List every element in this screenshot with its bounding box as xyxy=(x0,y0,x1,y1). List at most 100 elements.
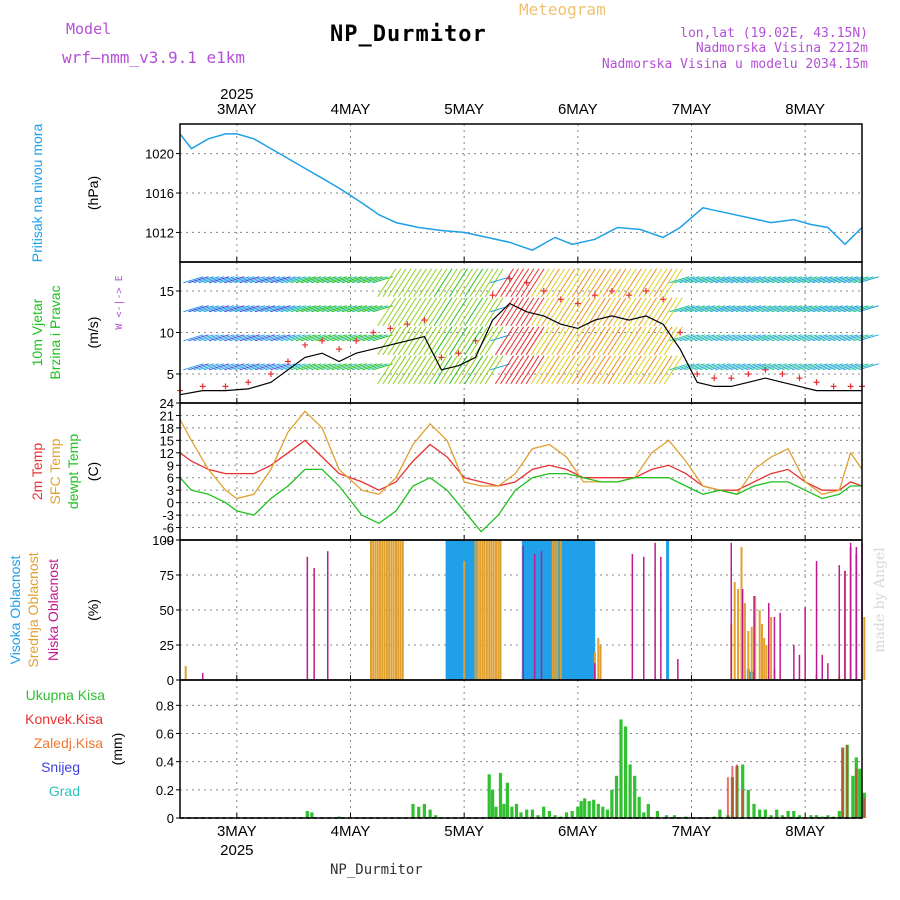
side-label: 10m Vjetar xyxy=(29,298,45,366)
wind-barb xyxy=(797,305,818,313)
wind-barb xyxy=(290,305,311,313)
mid-cloud-bar xyxy=(758,610,761,680)
wind-barb xyxy=(311,334,332,342)
wind-barb xyxy=(183,276,204,284)
wind-barb xyxy=(459,355,479,385)
wind-gust-marker xyxy=(643,288,650,295)
y-tick-label: 0 xyxy=(167,496,174,511)
wind-barb xyxy=(234,363,255,371)
wind-barb xyxy=(812,363,833,371)
y-tick-label: 0 xyxy=(167,673,174,688)
high-cloud-bar xyxy=(466,540,470,680)
wind-barb xyxy=(224,334,245,342)
bottom-year-label: 2025 xyxy=(220,842,253,859)
wind-barb xyxy=(423,268,443,298)
wind-barb xyxy=(832,334,854,342)
wind-gust-marker xyxy=(222,383,229,390)
wind-barb xyxy=(479,297,499,327)
wind-barb xyxy=(280,276,301,284)
y-tick-label: 9 xyxy=(167,458,174,473)
total-precip-bar xyxy=(310,812,314,818)
wind-barb xyxy=(336,363,358,371)
high-cloud-bar xyxy=(526,540,530,680)
wind-barb xyxy=(546,355,565,385)
wind-gust-marker xyxy=(404,321,411,328)
wind-barb xyxy=(638,297,658,327)
low-cloud-bar xyxy=(773,617,776,680)
high-cloud-bar xyxy=(583,540,587,680)
wind-barb xyxy=(627,268,647,298)
wind-barb xyxy=(627,355,647,385)
wind-barb xyxy=(633,355,652,385)
wind-barb xyxy=(484,326,504,356)
wind-barb xyxy=(392,326,412,356)
mid-cloud-bar xyxy=(597,638,600,680)
high-cloud-bar xyxy=(585,540,589,680)
conv-precip-bar xyxy=(863,798,866,818)
wind-barb xyxy=(607,326,627,356)
wind-barb xyxy=(275,363,296,371)
y-tick-label: 0.6 xyxy=(156,727,174,742)
wind-barb xyxy=(791,276,813,284)
wind-barb xyxy=(602,268,622,298)
wind-barb xyxy=(607,268,627,298)
high-cloud-bar xyxy=(447,540,451,680)
wind-barb xyxy=(781,276,803,284)
high-cloud-bar xyxy=(592,540,596,680)
total-precip-bar xyxy=(780,815,784,818)
wind-barb xyxy=(203,276,225,284)
wind-barb xyxy=(638,326,658,356)
wind-barb xyxy=(357,305,378,313)
wind-barb xyxy=(791,305,813,313)
wind-barb xyxy=(306,334,327,342)
wind-gust-marker xyxy=(540,288,547,295)
wind-barb xyxy=(669,334,690,342)
wind-barb xyxy=(817,334,838,342)
wind-barb xyxy=(566,297,586,327)
wind-barb xyxy=(224,276,245,284)
wind-barb xyxy=(428,355,448,385)
wind-barb xyxy=(822,334,843,342)
wind-barb xyxy=(239,276,260,284)
y-tick-label: 0.8 xyxy=(156,698,174,713)
wind-barb xyxy=(791,334,813,342)
wind-barb xyxy=(438,355,458,385)
wind-barb xyxy=(766,305,787,313)
wind-barb xyxy=(745,305,767,313)
wind-barb xyxy=(423,355,443,385)
wind-barb xyxy=(827,276,849,284)
wind-barb xyxy=(648,297,668,327)
wind-barb xyxy=(377,355,397,385)
wind-barb xyxy=(408,297,427,327)
wind-barb xyxy=(638,268,658,298)
wind-barb xyxy=(213,305,235,313)
precip-legend-label: Ukupna Kisa xyxy=(26,687,106,703)
y-tick-label: 100 xyxy=(152,533,174,548)
total-precip-bar xyxy=(428,809,432,818)
conv-precip-bar xyxy=(736,764,738,818)
total-precip-bar xyxy=(542,806,546,818)
wind-barb xyxy=(321,276,342,284)
wind-barb xyxy=(510,355,530,385)
total-precip-bar xyxy=(601,806,605,818)
high-cloud-bar xyxy=(454,540,458,680)
top-date-label: 3MAY xyxy=(217,101,257,118)
wind-barb xyxy=(761,276,782,284)
wind-barb xyxy=(203,334,225,342)
y-tick-label: 0.2 xyxy=(156,783,174,798)
wind-barb xyxy=(622,326,642,356)
wind-barb xyxy=(597,355,617,385)
y-tick-label: 10 xyxy=(160,326,174,341)
model-name: wrf—nmm_v3.9.1 e1km xyxy=(62,48,246,67)
wind-barb xyxy=(183,363,204,371)
wind-barb xyxy=(408,326,427,356)
wind-barb xyxy=(653,355,673,385)
wind-barb xyxy=(607,297,627,327)
low-cloud-bar xyxy=(844,570,846,680)
low-cloud-bar xyxy=(753,596,755,680)
y-tick-label: 50 xyxy=(160,603,174,618)
mid-cloud-bar xyxy=(556,540,559,680)
mid-cloud-bar xyxy=(599,645,602,680)
wind-barb xyxy=(352,363,373,371)
wind-barb xyxy=(761,334,782,342)
